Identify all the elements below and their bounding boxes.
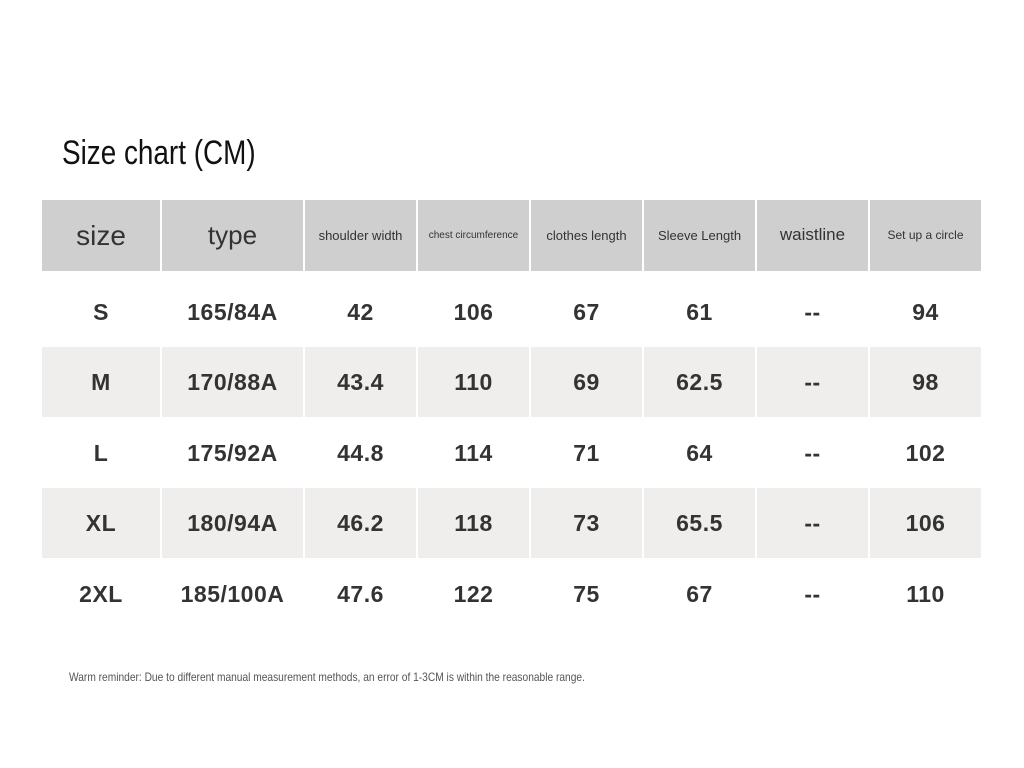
header-cell: type xyxy=(162,200,303,271)
table-cell: XL xyxy=(42,488,160,558)
table-cell: -- xyxy=(757,559,868,629)
table-cell: S xyxy=(42,277,160,347)
table-cell: -- xyxy=(757,488,868,558)
header-cell: Sleeve Length xyxy=(644,200,755,271)
table-cell: 114 xyxy=(418,418,529,488)
table-cell: 110 xyxy=(418,347,529,417)
table-cell: 71 xyxy=(531,418,642,488)
header-cell: waistline xyxy=(757,200,868,271)
header-cell: chest circumference xyxy=(418,200,529,271)
table-cell: -- xyxy=(757,418,868,488)
header-cell: clothes length xyxy=(531,200,642,271)
table-cell: 64 xyxy=(644,418,755,488)
table-cell: 175/92A xyxy=(162,418,303,488)
table-cell: 43.4 xyxy=(305,347,416,417)
table-cell: 69 xyxy=(531,347,642,417)
table-cell: 106 xyxy=(418,277,529,347)
table-cell: 110 xyxy=(870,559,981,629)
table-cell: 61 xyxy=(644,277,755,347)
table-cell: 75 xyxy=(531,559,642,629)
table-cell: 185/100A xyxy=(162,559,303,629)
table-cell: 180/94A xyxy=(162,488,303,558)
table-cell: 94 xyxy=(870,277,981,347)
table-cell: 170/88A xyxy=(162,347,303,417)
table-cell: -- xyxy=(757,277,868,347)
table-cell: 102 xyxy=(870,418,981,488)
table-cell: 47.6 xyxy=(305,559,416,629)
table-cell: 98 xyxy=(870,347,981,417)
table-cell: 46.2 xyxy=(305,488,416,558)
table-cell: 118 xyxy=(418,488,529,558)
table-cell: 73 xyxy=(531,488,642,558)
table-cell: 44.8 xyxy=(305,418,416,488)
header-cell: size xyxy=(42,200,160,271)
title: Size chart (CM) xyxy=(62,134,256,172)
table-cell: 165/84A xyxy=(162,277,303,347)
table-cell: L xyxy=(42,418,160,488)
header-cell: Set up a circle xyxy=(870,200,981,271)
table-cell: M xyxy=(42,347,160,417)
table-cell: 42 xyxy=(305,277,416,347)
table-cell: -- xyxy=(757,347,868,417)
table-cell: 67 xyxy=(531,277,642,347)
table-cell: 67 xyxy=(644,559,755,629)
table-cell: 106 xyxy=(870,488,981,558)
header-cell: shoulder width xyxy=(305,200,416,271)
table-cell: 62.5 xyxy=(644,347,755,417)
table-cell: 2XL xyxy=(42,559,160,629)
note: Warm reminder: Due to different manual m… xyxy=(69,670,585,684)
table-cell: 65.5 xyxy=(644,488,755,558)
table-cell: 122 xyxy=(418,559,529,629)
